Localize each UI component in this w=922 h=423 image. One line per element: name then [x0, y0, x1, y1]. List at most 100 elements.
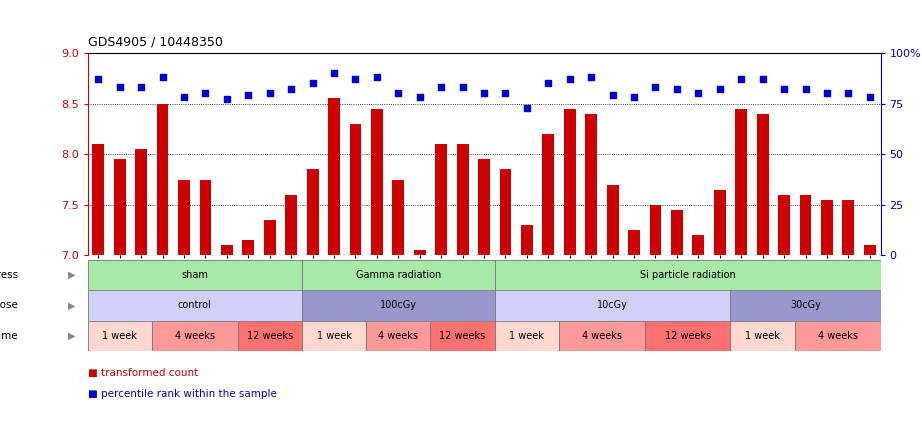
Bar [113, 159, 125, 255]
Point [584, 74, 598, 80]
Point [177, 94, 192, 101]
Point [541, 80, 556, 87]
Bar [301, 321, 366, 351]
Text: 12 weeks: 12 weeks [440, 331, 486, 341]
Text: ▶: ▶ [68, 331, 76, 341]
Text: 1 week: 1 week [316, 331, 351, 341]
Bar [221, 245, 232, 255]
Point [605, 92, 620, 99]
Point [820, 90, 834, 97]
Bar [92, 144, 104, 255]
Text: 4 weeks: 4 weeks [175, 331, 215, 341]
Point [776, 86, 791, 93]
Text: ■ transformed count: ■ transformed count [88, 368, 198, 378]
Text: 1 week: 1 week [102, 331, 137, 341]
Point [713, 86, 727, 93]
Bar [88, 321, 152, 351]
Text: 10cGy: 10cGy [597, 300, 628, 310]
Text: 30cGy: 30cGy [790, 300, 821, 310]
Bar [371, 109, 383, 255]
Bar [495, 260, 881, 290]
Text: Si particle radiation: Si particle radiation [640, 270, 736, 280]
Bar [671, 210, 683, 255]
Bar [542, 134, 554, 255]
Text: control: control [178, 300, 212, 310]
Text: time: time [0, 331, 18, 341]
Bar [456, 144, 468, 255]
Point [112, 84, 127, 91]
Point [134, 84, 148, 91]
Point [284, 86, 299, 93]
Point [434, 84, 449, 91]
Bar [479, 159, 490, 255]
Point [519, 104, 534, 111]
Point [862, 94, 877, 101]
Point [691, 90, 705, 97]
Point [241, 92, 255, 99]
Bar [178, 179, 190, 255]
Bar [307, 169, 318, 255]
Bar [157, 104, 169, 255]
Point [198, 90, 213, 97]
Bar [628, 230, 640, 255]
Bar [242, 240, 254, 255]
Bar [495, 290, 730, 321]
Text: ▶: ▶ [68, 300, 76, 310]
Bar [822, 200, 833, 255]
Bar [564, 109, 575, 255]
Bar [736, 109, 747, 255]
Text: ■ percentile rank within the sample: ■ percentile rank within the sample [88, 389, 277, 399]
Point [349, 76, 363, 82]
Bar [328, 99, 340, 255]
Point [412, 94, 427, 101]
Bar [88, 290, 301, 321]
Bar [650, 205, 661, 255]
Bar [843, 200, 855, 255]
Point [669, 86, 684, 93]
Bar [301, 290, 495, 321]
Point [263, 90, 278, 97]
Bar [714, 190, 726, 255]
Bar [778, 195, 790, 255]
Point [455, 84, 470, 91]
Bar [730, 321, 795, 351]
Text: sham: sham [182, 270, 208, 280]
Bar [521, 225, 533, 255]
Bar [366, 321, 431, 351]
Point [841, 90, 856, 97]
Bar [199, 179, 211, 255]
Bar [500, 169, 512, 255]
Bar [692, 235, 704, 255]
Bar [431, 321, 495, 351]
Bar [264, 220, 276, 255]
Point [627, 94, 642, 101]
Bar [152, 321, 238, 351]
Text: dose: dose [0, 300, 18, 310]
Text: 1 week: 1 week [510, 331, 544, 341]
Point [219, 96, 234, 103]
Text: 100cGy: 100cGy [380, 300, 417, 310]
Point [326, 70, 341, 77]
Bar [644, 321, 730, 351]
Bar [495, 321, 559, 351]
Bar [757, 114, 769, 255]
Bar [435, 144, 447, 255]
Bar [414, 250, 426, 255]
Text: 1 week: 1 week [745, 331, 780, 341]
Point [798, 86, 813, 93]
Text: 4 weeks: 4 weeks [582, 331, 622, 341]
Text: stress: stress [0, 270, 18, 280]
Text: 12 weeks: 12 weeks [246, 331, 293, 341]
Text: GDS4905 / 10448350: GDS4905 / 10448350 [88, 36, 222, 49]
Bar [607, 184, 619, 255]
Bar [393, 179, 404, 255]
Bar [88, 260, 301, 290]
Text: 4 weeks: 4 weeks [818, 331, 857, 341]
Text: 4 weeks: 4 weeks [378, 331, 419, 341]
Bar [349, 124, 361, 255]
Point [498, 90, 513, 97]
Bar [559, 321, 644, 351]
Point [734, 76, 749, 82]
Bar [730, 290, 881, 321]
Point [477, 90, 491, 97]
